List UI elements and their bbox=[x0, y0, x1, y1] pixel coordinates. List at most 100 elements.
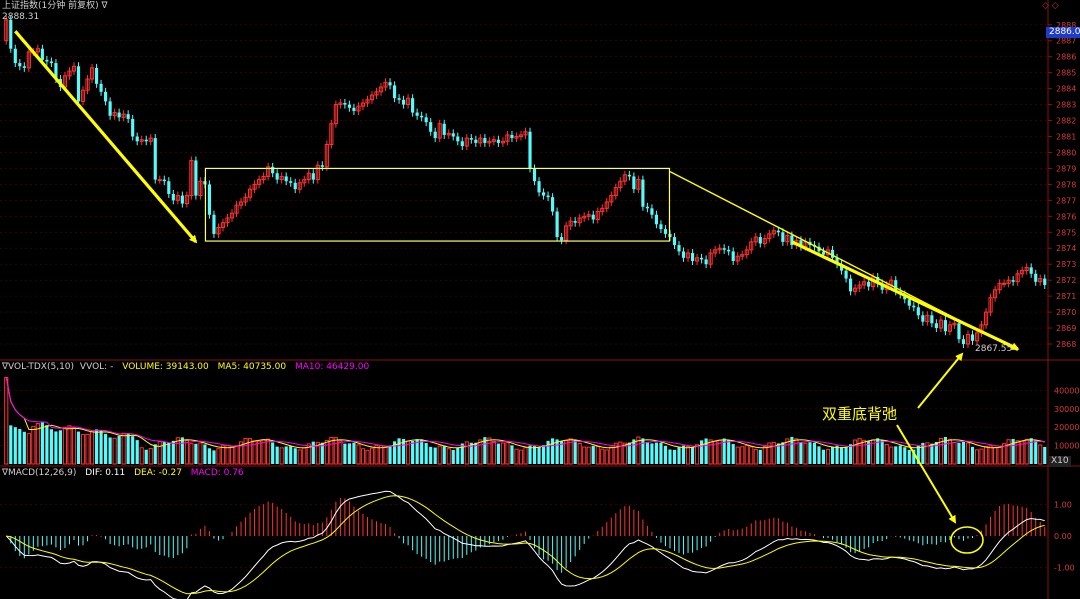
volume-bar bbox=[162, 441, 166, 464]
vol-ma10: MA10: 46429.00 bbox=[294, 362, 370, 372]
current-price-tag: 2886.0 bbox=[1046, 27, 1080, 38]
candle-body bbox=[632, 176, 636, 190]
candle-body bbox=[424, 117, 428, 123]
candle-body bbox=[839, 264, 844, 271]
price-tick-label: 2886 bbox=[1056, 53, 1076, 62]
volume-ma10-line bbox=[5, 377, 1045, 447]
volume-bar bbox=[1034, 440, 1038, 464]
volume-bar bbox=[555, 439, 559, 464]
volume-bar bbox=[753, 449, 758, 465]
high-price-label: 2888.31 bbox=[2, 12, 39, 23]
volume-bar bbox=[1002, 443, 1007, 465]
candle-body bbox=[988, 297, 993, 313]
candle-body bbox=[446, 132, 451, 136]
annotations-overlay bbox=[14, 30, 1020, 554]
volume-bar bbox=[970, 446, 975, 464]
price-title: 上证指数(1分钟 前复权) ∇ bbox=[2, 1, 108, 12]
volume-bar bbox=[880, 440, 884, 464]
volume-bar bbox=[758, 449, 762, 464]
volume-bar bbox=[938, 437, 943, 465]
candle-body bbox=[677, 245, 681, 252]
volume-bar bbox=[112, 437, 117, 465]
candle-body bbox=[365, 99, 370, 104]
volume-bar bbox=[257, 440, 262, 465]
candle-body bbox=[112, 112, 117, 117]
volume-bar bbox=[510, 445, 514, 464]
volume-bar bbox=[817, 446, 821, 464]
candle-body bbox=[40, 48, 44, 60]
candle-body bbox=[289, 181, 293, 183]
candle-body bbox=[45, 59, 49, 62]
volume-bar bbox=[388, 445, 392, 464]
volume-bar bbox=[402, 438, 406, 464]
candle-body bbox=[451, 133, 455, 137]
price-title-text: 上证指数(1分钟 前复权) ∇ bbox=[2, 1, 108, 11]
candle-body bbox=[505, 134, 510, 142]
candle-body bbox=[727, 249, 731, 252]
candle-body bbox=[867, 281, 871, 287]
volume-bar bbox=[117, 435, 121, 464]
volume-bar bbox=[794, 438, 799, 465]
volume-bar bbox=[1011, 438, 1015, 464]
candle-body bbox=[469, 138, 473, 140]
volume-bar bbox=[411, 440, 415, 464]
macd-dea-line bbox=[6, 495, 1045, 595]
candle-body bbox=[212, 214, 216, 234]
volume-bar bbox=[573, 439, 577, 464]
volume-bar bbox=[171, 440, 175, 464]
volume-bar bbox=[700, 440, 704, 464]
volume-bar bbox=[131, 436, 135, 464]
window-controls[interactable]: ◇ ◇ bbox=[1042, 1, 1059, 11]
candle-body bbox=[229, 212, 235, 219]
candle-body bbox=[925, 314, 930, 323]
volume-bar bbox=[347, 443, 351, 464]
volume-bar bbox=[992, 446, 998, 465]
candle-body bbox=[460, 141, 464, 147]
candle-body bbox=[402, 99, 406, 105]
candle-body bbox=[343, 102, 347, 105]
volume-bar bbox=[974, 449, 980, 465]
candle-body bbox=[54, 63, 58, 80]
volume-bar bbox=[636, 436, 641, 465]
volume-bar bbox=[685, 446, 691, 465]
volume-bar bbox=[85, 433, 90, 465]
candle-body bbox=[663, 229, 668, 234]
candle-body bbox=[546, 195, 550, 198]
volume-bar bbox=[591, 445, 595, 464]
candle-body bbox=[555, 211, 559, 238]
candle-body bbox=[153, 138, 157, 180]
volume-bar bbox=[586, 446, 591, 465]
candle-body bbox=[279, 175, 284, 181]
candle-body bbox=[26, 51, 31, 69]
price-tick-label: 2872 bbox=[1056, 276, 1076, 285]
candle-body bbox=[1024, 266, 1029, 272]
candle-body bbox=[532, 168, 537, 182]
volume-bar bbox=[324, 439, 329, 465]
volume-bar bbox=[62, 426, 68, 465]
candle-body bbox=[700, 257, 704, 260]
candle-body bbox=[659, 224, 663, 230]
candle-body bbox=[329, 123, 334, 145]
candle-body bbox=[713, 249, 718, 254]
volume-bar bbox=[1024, 438, 1029, 465]
candle-body bbox=[767, 233, 772, 240]
volume-bar bbox=[781, 442, 785, 464]
volume-bar bbox=[320, 442, 324, 464]
candle-body bbox=[22, 66, 26, 68]
volume-bar bbox=[632, 439, 636, 464]
candle-body bbox=[184, 195, 189, 205]
candle-body bbox=[934, 323, 938, 329]
candle-body bbox=[500, 140, 506, 144]
volume-bar bbox=[18, 429, 22, 464]
candle-body bbox=[392, 85, 397, 99]
candle-body bbox=[1029, 267, 1033, 274]
candle-body bbox=[518, 134, 524, 138]
candle-body bbox=[817, 246, 821, 252]
volume-bar bbox=[478, 439, 483, 465]
macd-panel bbox=[5, 490, 1046, 599]
candle-body bbox=[880, 283, 884, 290]
candle-body bbox=[862, 281, 867, 286]
candle-body bbox=[537, 181, 541, 193]
candle-body bbox=[1006, 279, 1011, 284]
volume-bar bbox=[167, 442, 171, 464]
